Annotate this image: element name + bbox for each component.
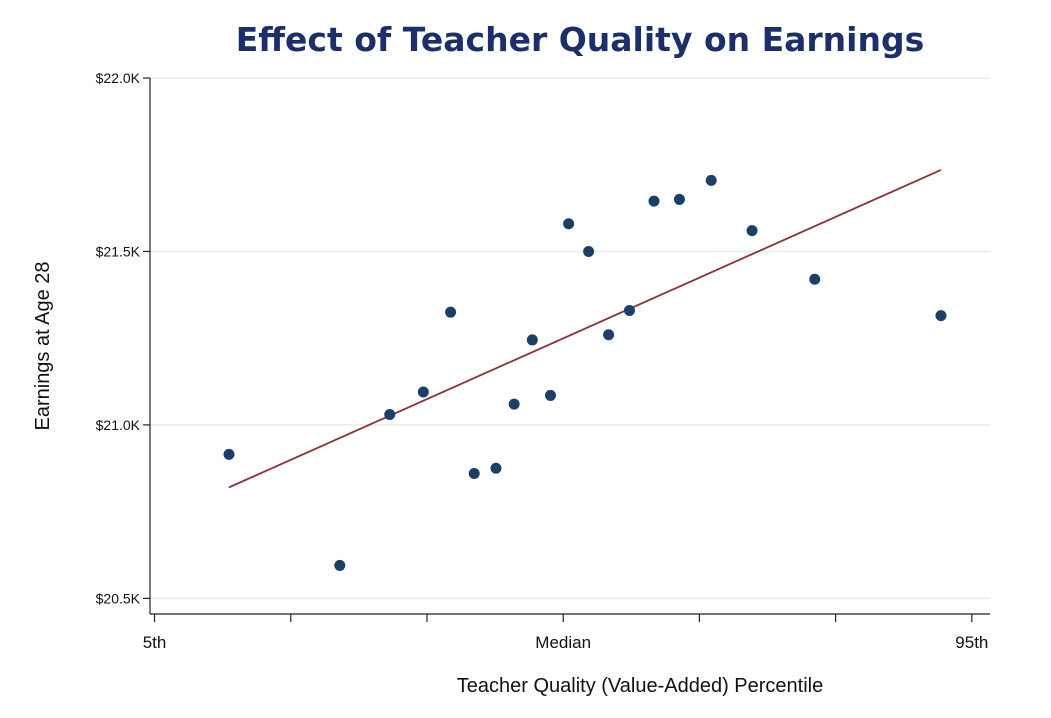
data-point-9: [544, 389, 556, 401]
fit-line-group: [228, 169, 942, 489]
data-point-14: [648, 195, 660, 207]
scatter-points: [223, 174, 947, 571]
chart-title: Effect of Teacher Quality on Earnings: [236, 20, 925, 59]
gridlines: [150, 77, 990, 600]
data-point-4: [445, 306, 457, 318]
data-point-0: [223, 448, 235, 460]
x-axis-ticks: 5th Median 95th: [143, 614, 988, 652]
data-point-19: [935, 310, 947, 322]
data-point-5: [468, 467, 480, 479]
data-point-13: [623, 304, 635, 316]
x-axis-label: Teacher Quality (Value-Added) Percentile: [457, 675, 823, 697]
data-point-16: [705, 174, 717, 186]
y-tick-label-3: $22.0K: [96, 70, 141, 86]
y-tick-label-0: $20.5K: [96, 590, 141, 606]
data-point-15: [673, 193, 685, 205]
x-tick-label-3: Median: [535, 633, 591, 652]
data-point-11: [583, 245, 595, 257]
data-point-12: [603, 329, 615, 341]
y-axis-label: Earnings at Age 28: [32, 261, 54, 430]
data-point-6: [490, 462, 502, 474]
x-tick-label-0: 5th: [143, 633, 167, 652]
y-tick-label-1: $21.0K: [96, 417, 141, 433]
y-tick-label-2: $21.5K: [96, 243, 141, 259]
data-point-10: [563, 218, 575, 230]
data-point-18: [809, 273, 821, 285]
data-point-1: [334, 559, 346, 571]
data-point-2: [384, 409, 396, 421]
x-tick-label-6: 95th: [955, 633, 988, 652]
data-point-17: [746, 225, 758, 237]
y-axis-ticks: $20.5K $21.0K $21.5K $22.0K: [96, 70, 150, 606]
data-point-8: [526, 334, 538, 346]
data-point-3: [417, 386, 429, 398]
fit-line: [228, 169, 942, 489]
data-point-7: [508, 398, 520, 410]
